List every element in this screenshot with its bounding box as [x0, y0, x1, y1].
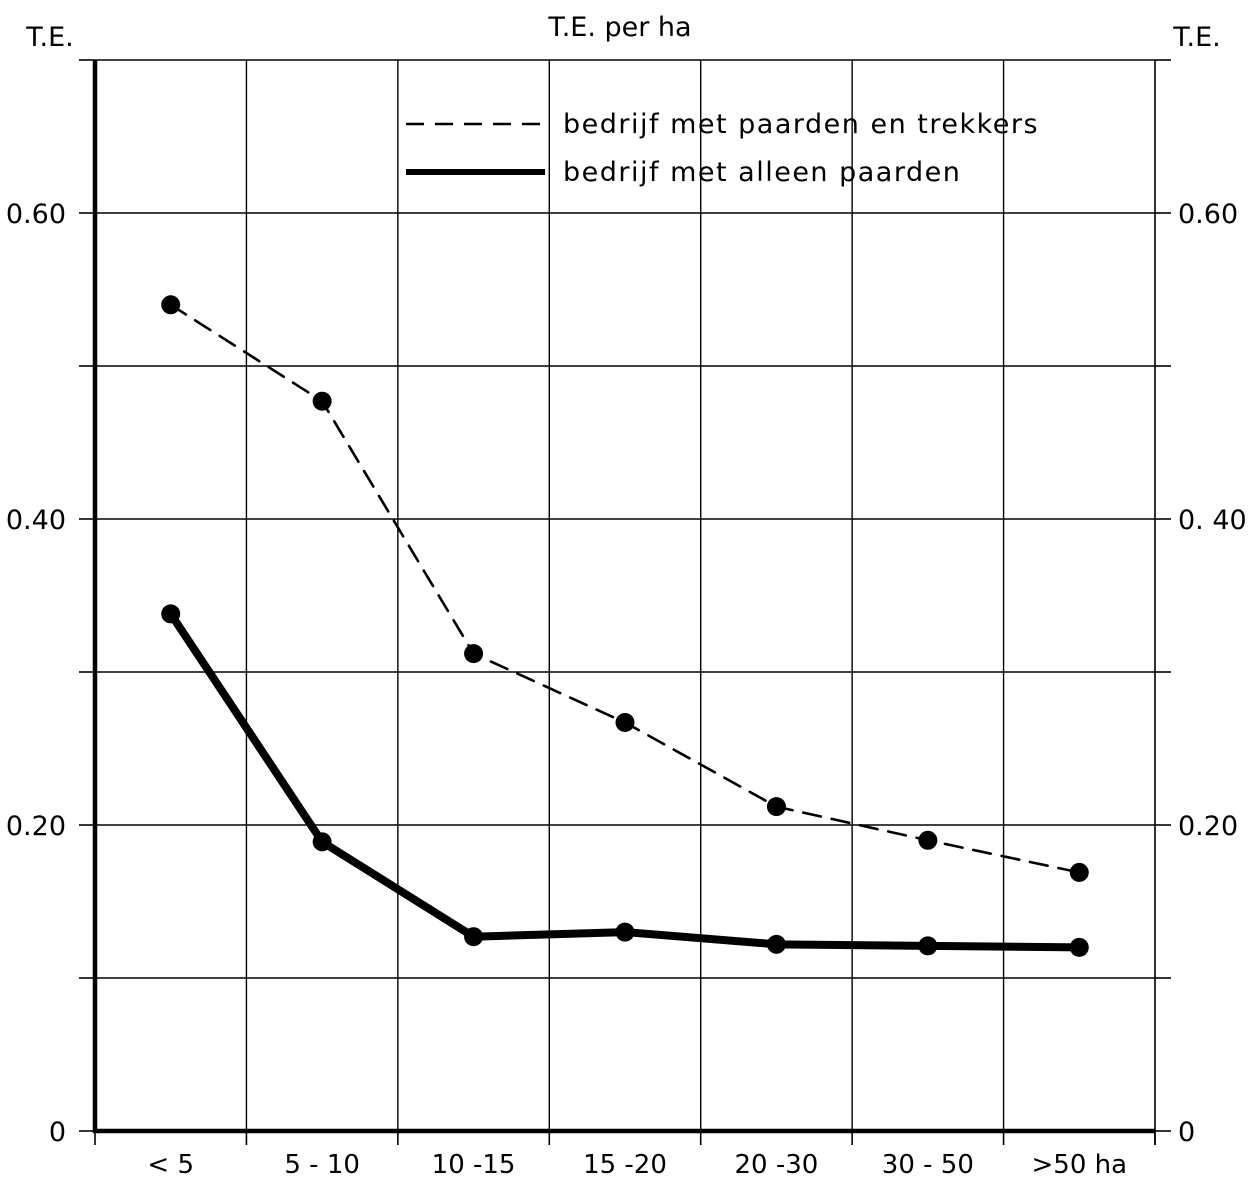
data-point-series-1 [464, 927, 484, 947]
y-tick-label-left: 0.40 [6, 505, 66, 536]
data-point-series-0 [615, 712, 635, 732]
data-point-series-1 [615, 922, 635, 942]
y-tick-label-right: 0 [1178, 1117, 1195, 1148]
chart-title: T.E. per ha [547, 12, 691, 43]
data-point-series-0 [161, 295, 181, 315]
data-point-series-0 [464, 644, 484, 664]
x-tick-label: 30 - 50 [882, 1150, 974, 1180]
legend: bedrijf met paarden en trekkers bedrijf m… [406, 109, 1039, 188]
x-tick-label: < 5 [147, 1150, 194, 1180]
series-line-0 [169, 303, 1081, 874]
x-tick-label: 5 - 10 [284, 1150, 360, 1180]
data-point-series-0 [766, 797, 786, 817]
data-point-series-1 [161, 604, 181, 624]
x-tick-label: 10 -15 [432, 1150, 516, 1180]
data-point-series-0 [312, 391, 332, 411]
y-tick-label-right: 0. 40 [1178, 505, 1247, 536]
data-point-series-0 [1069, 862, 1089, 882]
x-tick-label: 15 -20 [583, 1150, 667, 1180]
data-point-series-1 [312, 832, 332, 852]
label-layer: 0 0.20 0.40 0.60 0 0.20 0. 40 0.60 < 5 5 - 10 10 -… [6, 12, 1247, 1180]
data-point-series-1 [766, 934, 786, 954]
legend-label: bedrijf met paarden en trekkers [563, 109, 1039, 140]
data-point-series-1 [1069, 937, 1089, 957]
x-tick-label: >50 ha [1032, 1150, 1128, 1180]
grid-layer [95, 59, 1155, 1131]
data-point-series-1 [918, 936, 938, 956]
axis-layer [79, 59, 1171, 1145]
series-line-1 [166, 609, 1084, 952]
x-tick-label: 20 -30 [735, 1150, 819, 1180]
y-axis-label-left: T.E. [25, 22, 74, 53]
y-tick-label-left: 0.60 [6, 199, 66, 230]
legend-label: bedrijf met alleen paarden [563, 157, 961, 188]
y-tick-label-right: 0.20 [1178, 811, 1238, 842]
y-axis-label-right: T.E. [1172, 22, 1221, 53]
data-point-series-0 [918, 830, 938, 850]
y-tick-label-left: 0 [49, 1117, 66, 1148]
series-layer [161, 295, 1089, 957]
y-tick-label-right: 0.60 [1178, 199, 1238, 230]
y-tick-label-left: 0.20 [6, 811, 66, 842]
